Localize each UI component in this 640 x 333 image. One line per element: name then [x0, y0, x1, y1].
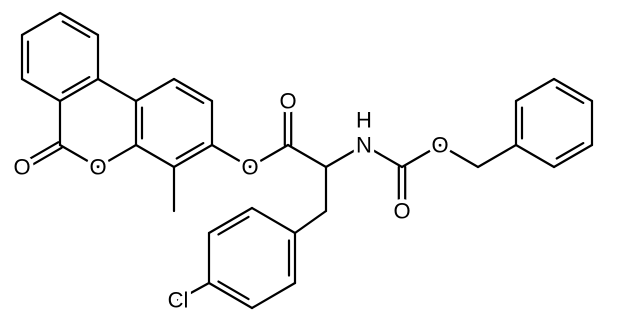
atom-label: Cl: [168, 288, 189, 313]
bond: [22, 79, 60, 101]
bond: [63, 21, 90, 36]
atom-label: O: [89, 155, 106, 180]
atom-label: N: [356, 133, 372, 158]
bond: [288, 145, 326, 167]
bond: [516, 79, 554, 101]
atom-label: O: [279, 89, 296, 114]
bond: [136, 79, 174, 101]
bond: [98, 79, 136, 101]
atom-label: O: [431, 133, 448, 158]
bond: [22, 13, 60, 35]
atom-label: O: [393, 199, 410, 224]
bond: [478, 145, 516, 167]
bond: [63, 77, 90, 92]
bond: [252, 208, 295, 233]
bond: [209, 208, 252, 233]
bond: [209, 283, 252, 308]
bond: [252, 283, 295, 308]
bond: [295, 211, 326, 233]
bond: [136, 145, 174, 167]
atom-label: O: [241, 155, 258, 180]
bond: [557, 87, 584, 102]
atom-label: H: [356, 108, 372, 133]
atom-labels: O O O O N H O O Cl: [13, 89, 448, 313]
bond: [516, 145, 554, 167]
atom-label: O: [13, 155, 30, 180]
bond: [177, 143, 204, 158]
bond: [177, 87, 204, 102]
bond: [557, 143, 584, 158]
